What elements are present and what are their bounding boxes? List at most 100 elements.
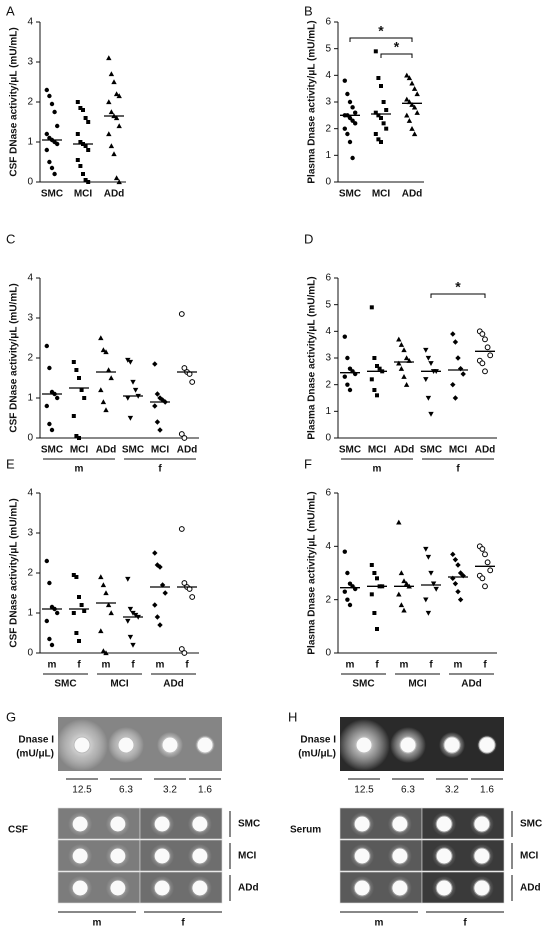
x-tick-label: m <box>156 660 165 671</box>
concentration-label: 6.3 <box>401 785 415 796</box>
dot <box>71 573 76 577</box>
gel-well <box>109 815 127 833</box>
x-tick-label: f <box>483 660 487 671</box>
dot <box>52 171 57 177</box>
dot <box>127 359 134 365</box>
dot <box>479 360 486 367</box>
dot <box>106 55 112 61</box>
y-tick-label: 3 <box>325 97 331 108</box>
dot <box>113 175 120 181</box>
y-tick-label: 0 <box>27 177 33 188</box>
dot <box>77 639 81 643</box>
dot <box>403 580 410 586</box>
gel-well <box>71 847 89 865</box>
dot <box>353 110 358 115</box>
y-tick-label: 1 <box>325 406 331 417</box>
dot <box>406 117 413 123</box>
x-tick-label: f <box>185 660 189 671</box>
dot <box>98 335 104 341</box>
column-label: f <box>181 918 185 929</box>
dot <box>414 109 420 115</box>
dot <box>83 144 88 148</box>
dot <box>373 49 378 54</box>
column-label: m <box>93 918 102 929</box>
dot <box>423 597 429 603</box>
dot <box>47 93 52 99</box>
dot <box>433 586 439 592</box>
x-tick-label: MCI <box>372 189 391 200</box>
dot <box>49 642 55 648</box>
dot <box>81 172 85 176</box>
dot <box>450 331 456 337</box>
dot <box>75 100 80 104</box>
dot <box>403 355 410 361</box>
dot <box>381 100 386 104</box>
gel-well <box>473 847 491 865</box>
dot <box>452 556 459 563</box>
dot <box>157 564 163 570</box>
dot <box>71 414 76 418</box>
row-label: MCI <box>520 851 539 862</box>
x-tick-label: ADd <box>394 445 415 456</box>
dot <box>377 366 382 371</box>
dot <box>113 115 120 121</box>
y-tick-label: 2 <box>325 594 331 605</box>
dot <box>181 365 188 371</box>
x-tick-label: f <box>429 660 433 671</box>
dot <box>479 546 486 552</box>
dot <box>345 131 350 137</box>
dot <box>425 355 432 361</box>
gel-well <box>355 736 373 754</box>
dot <box>347 602 353 608</box>
dot <box>375 627 379 631</box>
y-axis-label: CSF DNase activity/μL (mU/mL) <box>9 498 20 647</box>
dot <box>108 143 115 149</box>
dot <box>103 650 109 656</box>
dot <box>411 104 418 110</box>
y-tick-label: 3 <box>27 528 33 539</box>
dot <box>74 434 79 438</box>
gel-well <box>353 879 371 897</box>
dot <box>423 546 429 552</box>
group-label: m <box>75 464 84 475</box>
dot <box>49 101 55 107</box>
dot <box>105 367 112 373</box>
dot <box>152 403 158 409</box>
panel-letter: A <box>6 3 15 18</box>
dot <box>55 123 60 129</box>
dot <box>381 121 386 126</box>
dot <box>77 376 81 380</box>
dot <box>411 85 418 91</box>
x-tick-label: SMC <box>339 189 361 200</box>
y-tick-label: 2 <box>325 123 331 134</box>
gel-well <box>71 879 89 897</box>
dot <box>81 108 85 112</box>
x-tick-label: MCI <box>368 445 387 456</box>
dot <box>49 165 55 171</box>
dot <box>55 610 60 616</box>
dot <box>44 147 49 153</box>
dot <box>74 368 79 372</box>
dot <box>130 642 136 648</box>
dot <box>125 576 131 582</box>
dot <box>455 562 461 568</box>
dot <box>79 388 84 392</box>
dot <box>125 357 131 363</box>
dot <box>98 628 104 634</box>
significance-bracket <box>430 293 486 298</box>
dot <box>401 578 407 584</box>
dot <box>77 436 81 440</box>
dot <box>55 141 60 147</box>
gel-well <box>435 879 453 897</box>
gel-well <box>153 879 171 897</box>
dot <box>103 407 109 413</box>
y-tick-label: 1 <box>27 608 33 619</box>
dot <box>401 347 407 353</box>
dot <box>425 395 432 401</box>
gel-well <box>109 847 127 865</box>
x-tick-label: ADd <box>177 445 198 456</box>
y-tick-label: 4 <box>325 541 331 552</box>
gel-well <box>153 847 171 865</box>
concentration-label: 12.5 <box>354 785 374 796</box>
dot <box>125 395 131 401</box>
